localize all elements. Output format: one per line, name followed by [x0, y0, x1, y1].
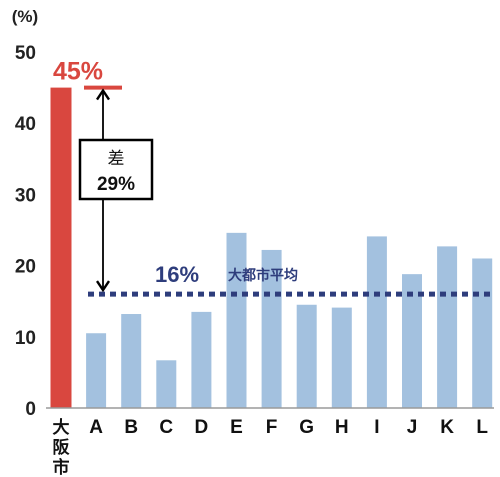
x-tick-label: L: [476, 417, 488, 438]
x-tick-label: A: [89, 417, 103, 438]
reference-line-value: 16%: [155, 262, 199, 287]
x-tick-label: I: [374, 417, 379, 438]
bar: [472, 258, 493, 408]
y-axis-ticks: 0 10 20 30 40 50: [15, 43, 36, 420]
bar: [50, 87, 72, 408]
bars: [50, 87, 493, 408]
y-tick-label: 20: [15, 257, 36, 278]
bar: [121, 314, 142, 408]
x-tick-label: B: [124, 417, 138, 438]
y-tick-label: 30: [15, 185, 36, 206]
difference-arrow-head-down: [96, 280, 110, 293]
bar: [261, 249, 282, 408]
x-tick-label: D: [195, 417, 209, 438]
highlight-value-label: 45%: [53, 58, 103, 86]
y-tick-label: 10: [15, 328, 36, 349]
x-tick-label: K: [440, 417, 454, 438]
difference-label: 差: [108, 149, 125, 169]
bar: [402, 274, 422, 408]
reference-line-label: 大都市平均: [228, 267, 298, 284]
x-tick-label: H: [335, 417, 349, 438]
bar: [226, 232, 247, 408]
difference-value: 29%: [97, 174, 135, 195]
difference-box: [78, 138, 154, 201]
bar: [296, 304, 317, 408]
y-tick-label: 40: [15, 114, 36, 135]
x-tick-label: 大阪市: [53, 417, 70, 477]
bar: [437, 246, 458, 408]
x-tick-label: C: [159, 417, 173, 438]
bar: [86, 333, 107, 408]
x-axis-labels: 大阪市 A B C D E F G H I J K L: [53, 417, 489, 477]
x-tick-label: J: [407, 417, 418, 438]
difference-arrow-head-up: [96, 88, 110, 101]
bar: [331, 307, 352, 408]
x-tick-label: G: [299, 417, 314, 438]
y-tick-label: 0: [25, 399, 36, 420]
x-tick-label: F: [266, 417, 278, 438]
bar: [156, 360, 177, 408]
x-tick-label: E: [230, 417, 243, 438]
y-tick-label: 50: [15, 43, 36, 64]
bar: [366, 236, 387, 408]
y-unit-label: (%): [12, 7, 38, 26]
bar: [191, 311, 212, 408]
